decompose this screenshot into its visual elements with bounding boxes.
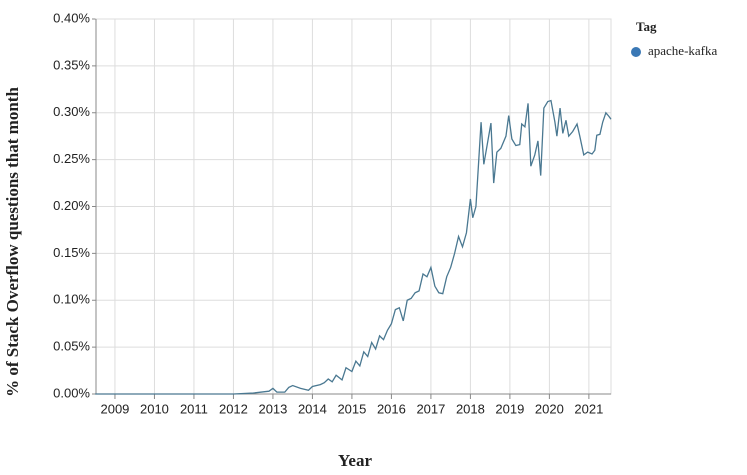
x-tick-label: 2009 bbox=[100, 401, 129, 416]
y-tick-label: 0.25% bbox=[53, 151, 90, 166]
y-tick-label: 0.10% bbox=[53, 292, 90, 307]
y-tick-label: 0.00% bbox=[53, 385, 90, 400]
y-tick-label: 0.15% bbox=[53, 245, 90, 260]
y-tick-label: 0.05% bbox=[53, 339, 90, 354]
y-tick-label: 0.30% bbox=[53, 104, 90, 119]
x-tick-label: 2014 bbox=[298, 401, 327, 416]
x-tick-label: 2019 bbox=[495, 401, 524, 416]
x-tick-label: 2010 bbox=[140, 401, 169, 416]
legend-label: apache-kafka bbox=[648, 43, 718, 58]
y-axis-title: % of Stack Overflow questions that month bbox=[3, 87, 22, 397]
x-tick-label: 2012 bbox=[219, 401, 248, 416]
x-tick-label: 2016 bbox=[377, 401, 406, 416]
y-tick-label: 0.35% bbox=[53, 57, 90, 72]
line bbox=[95, 99, 612, 395]
y-tick-label: 0.40% bbox=[53, 10, 90, 25]
legend-symbol bbox=[631, 47, 641, 57]
y-tick-label: 0.20% bbox=[53, 198, 90, 213]
legend-title: Tag bbox=[636, 19, 657, 34]
x-tick-label: 2021 bbox=[574, 401, 603, 416]
x-tick-label: 2018 bbox=[456, 401, 485, 416]
x-tick-label: 2020 bbox=[535, 401, 564, 416]
x-tick-label: 2013 bbox=[258, 401, 287, 416]
x-tick-label: 2011 bbox=[180, 401, 208, 416]
x-tick-label: 2015 bbox=[337, 401, 366, 416]
x-tick-label: 2017 bbox=[416, 401, 445, 416]
x-axis-title: Year bbox=[338, 451, 372, 470]
